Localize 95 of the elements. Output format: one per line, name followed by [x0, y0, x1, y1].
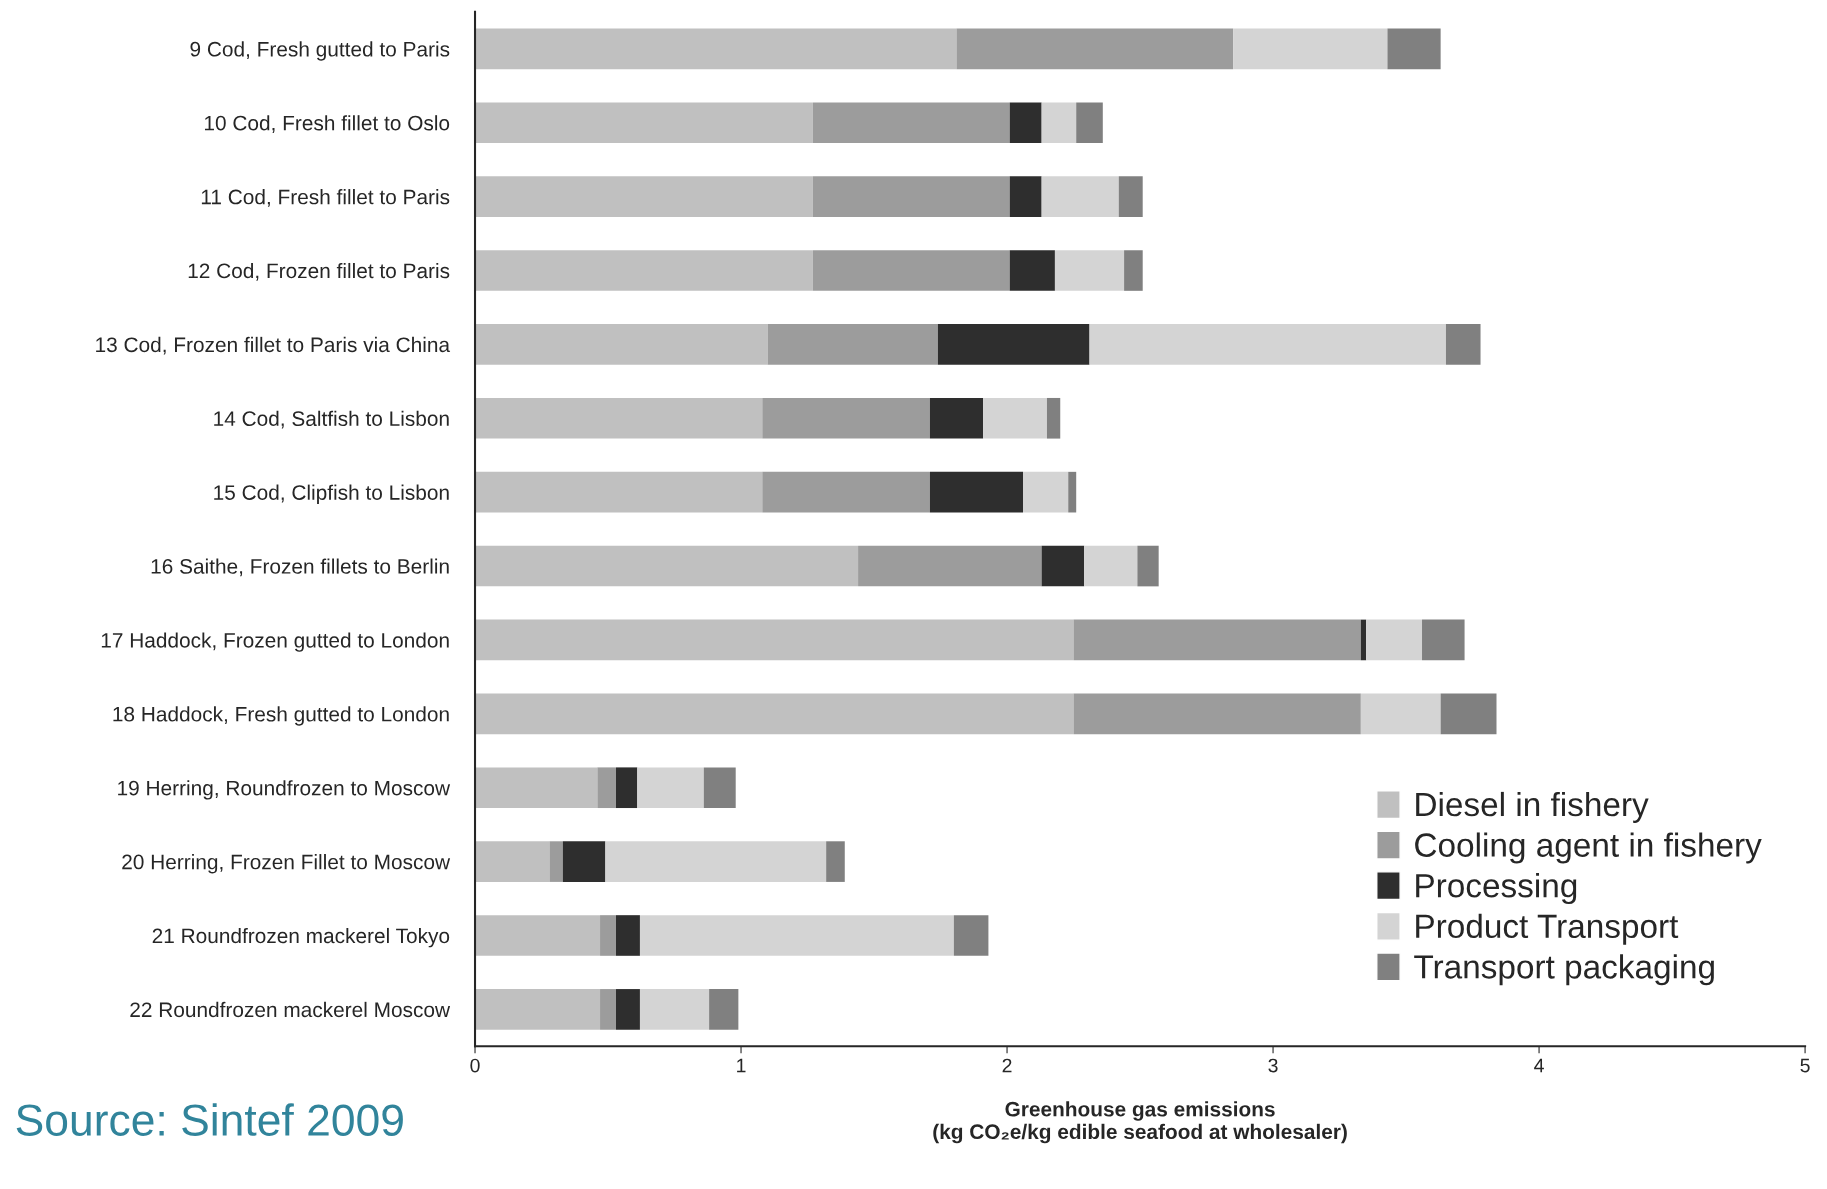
bar — [1073, 693, 1361, 735]
y-tick-label: 9 Cod, Fresh gutted to Paris — [190, 41, 450, 61]
bar — [1366, 619, 1423, 661]
bar — [1445, 324, 1481, 365]
x-tick-label: 1 — [737, 1058, 746, 1073]
bar — [812, 176, 1010, 217]
bar — [929, 397, 984, 439]
bar — [812, 250, 1010, 291]
bar — [929, 471, 1023, 513]
legend-label: Processing — [1416, 873, 1577, 905]
bar — [1360, 619, 1367, 661]
bar — [1041, 102, 1077, 144]
bar — [1023, 471, 1069, 513]
y-tick-label: 11 Cod, Fresh fillet to Paris — [201, 189, 450, 207]
legend-label: Diesel in fishery — [1416, 791, 1649, 823]
bar — [475, 619, 1074, 661]
y-tick-label: 10 Cod, Fresh fillet to Oslo — [204, 115, 450, 133]
bar — [767, 324, 938, 365]
y-tick-label: 22 Roundfrozen mackerel Moscow — [130, 1001, 451, 1018]
bar — [639, 915, 954, 956]
bar — [475, 767, 598, 809]
bar — [762, 397, 930, 439]
y-tick-label: 14 Cod, Saltfish to Lisbon — [214, 410, 449, 429]
bar — [639, 989, 710, 1030]
bar — [937, 324, 1090, 365]
y-tick-label: 17 Haddock, Frozen gutted to London — [101, 632, 449, 652]
y-tick-label: 16 Saithe, Frozen fillets to Berlin — [151, 558, 449, 577]
bar — [475, 102, 813, 144]
bar — [600, 915, 617, 956]
legend-label: Product Transport — [1416, 913, 1679, 945]
bar — [1046, 397, 1061, 439]
bar — [1009, 102, 1042, 144]
y-tick-label: 21 Roundfrozen mackerel Tokyo — [152, 927, 450, 948]
bar — [1124, 250, 1143, 291]
bar — [703, 767, 736, 809]
bar — [1009, 176, 1042, 217]
bar — [616, 767, 638, 809]
bar — [1068, 471, 1077, 513]
bar — [1084, 545, 1138, 587]
legend-label: Transport packaging — [1414, 954, 1714, 986]
bar — [956, 28, 1234, 70]
bar — [616, 915, 640, 956]
bar — [1387, 28, 1441, 70]
bar — [475, 324, 768, 365]
y-tick-label: 12 Cod, Frozen fillet to Paris — [188, 262, 450, 281]
bar — [1076, 102, 1103, 144]
x-tick-label: 2 — [1002, 1058, 1012, 1073]
bar — [709, 989, 739, 1030]
bar — [1118, 176, 1143, 217]
bar — [1054, 250, 1125, 291]
y-tick-label: 13 Cod, Frozen fillet to Paris via China — [96, 336, 451, 355]
bar — [953, 915, 989, 956]
x-tick-label: 4 — [1534, 1058, 1544, 1073]
bar — [605, 841, 827, 882]
bar — [1422, 619, 1465, 661]
bar — [475, 397, 763, 439]
x-tick-label: 3 — [1268, 1058, 1278, 1073]
x-axis-title: Greenhouse gas emissions (kg CO₂e/kg edible seafood at wholesaler) — [933, 1101, 1347, 1144]
y-tick-label: 18 Haddock, Fresh gutted to London — [113, 706, 449, 726]
bar — [562, 841, 606, 882]
bar — [826, 841, 845, 882]
bar — [1233, 28, 1388, 70]
bar — [549, 841, 563, 882]
bar — [1073, 619, 1361, 661]
legend-label: Cooling agent in fishery — [1415, 832, 1762, 864]
y-tick-label: 15 Cod, Clipfish to Lisbon — [214, 484, 449, 505]
bar — [475, 841, 550, 882]
bar — [1089, 324, 1446, 365]
bar — [475, 545, 859, 587]
bar — [983, 397, 1047, 439]
bar — [858, 545, 1042, 587]
bar — [812, 102, 1010, 144]
y-tick-label: 19 Herring, Roundfrozen to Moscow — [118, 780, 451, 800]
bar — [1041, 545, 1085, 587]
bar — [475, 915, 601, 956]
bar — [762, 471, 930, 513]
bar — [475, 693, 1074, 735]
x-tick-label: 0 — [470, 1058, 480, 1073]
x-tick-label: 5 — [1800, 1058, 1810, 1073]
bar — [637, 767, 704, 809]
bar — [475, 989, 601, 1030]
bar — [475, 250, 813, 291]
bar — [1009, 250, 1055, 291]
bar — [1440, 693, 1497, 735]
bar — [475, 176, 813, 217]
bar — [1360, 693, 1441, 735]
bar — [1137, 545, 1159, 587]
source-note: Source: Sintef 2009 — [16, 1103, 403, 1136]
bar — [1041, 176, 1119, 217]
y-tick-label: 20 Herring, Frozen Fillet to Moscow — [122, 854, 451, 874]
bar — [475, 471, 763, 513]
bar — [475, 28, 957, 70]
bar — [597, 767, 617, 809]
bar — [600, 989, 617, 1030]
bar — [616, 989, 640, 1030]
